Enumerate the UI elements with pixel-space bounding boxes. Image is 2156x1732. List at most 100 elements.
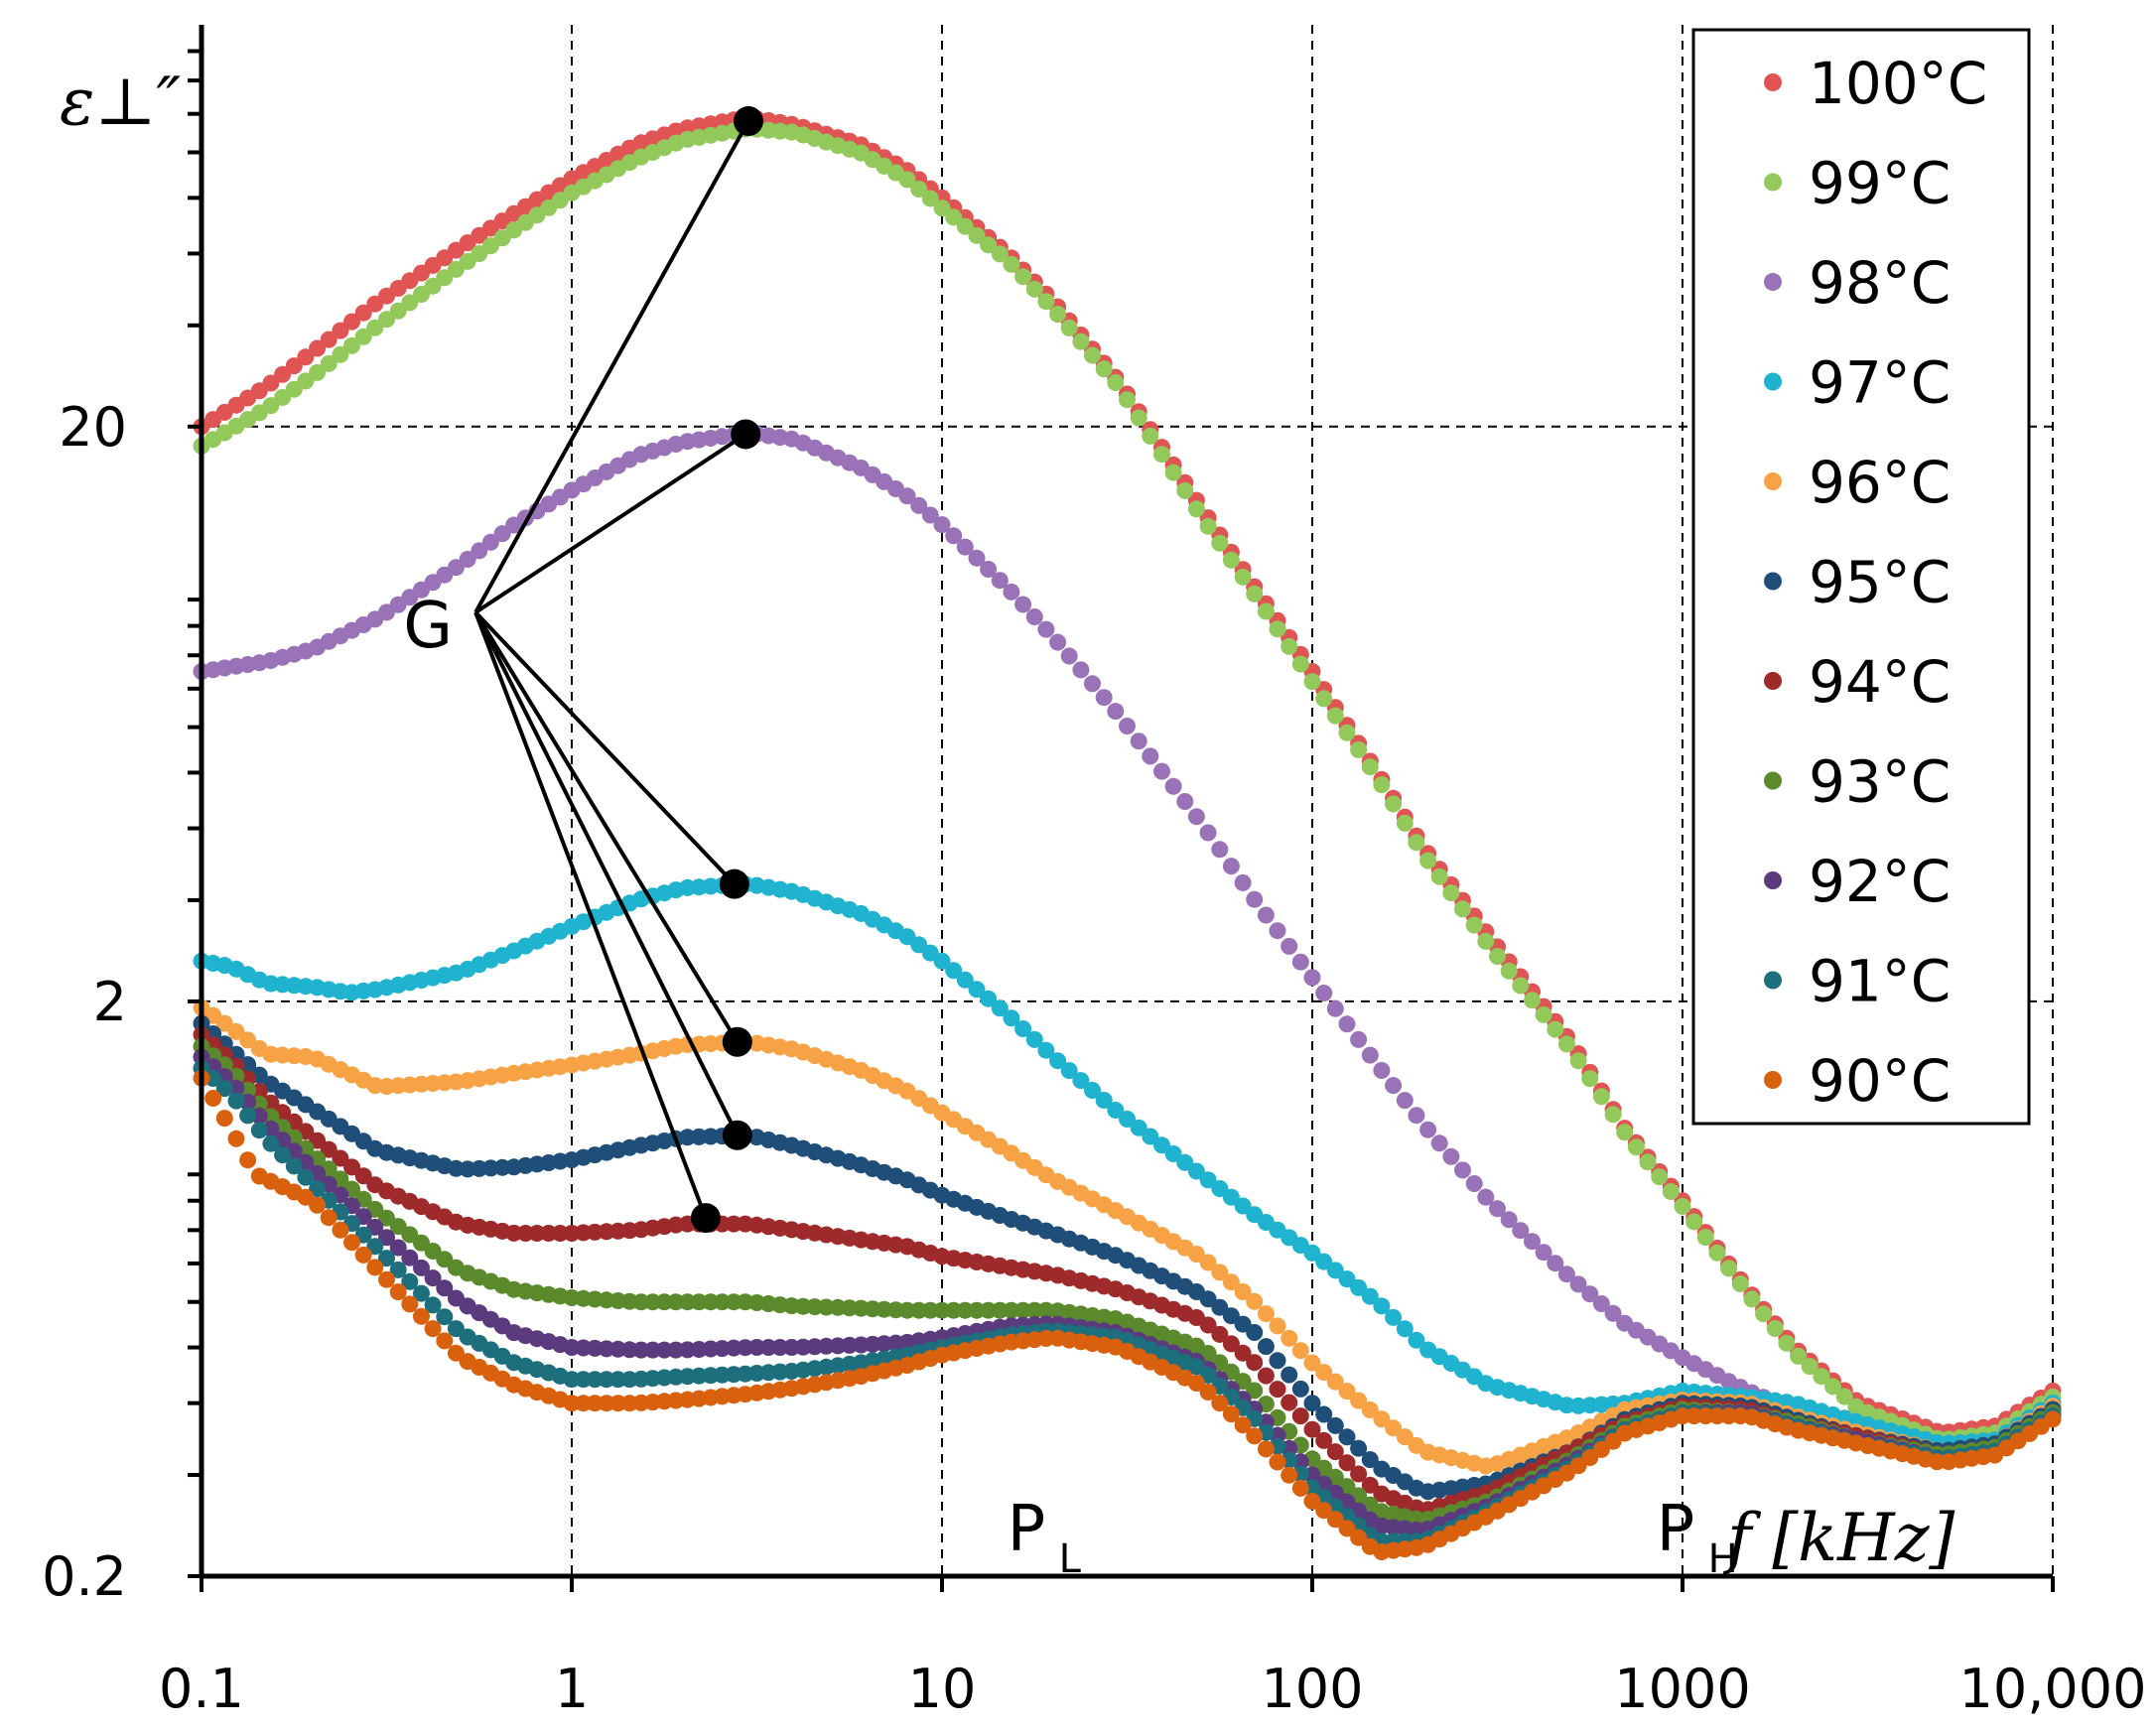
data-point bbox=[1269, 1317, 1286, 1335]
data-point bbox=[413, 1284, 430, 1302]
data-point bbox=[1315, 1502, 1333, 1520]
data-point bbox=[239, 1031, 257, 1049]
pl-label: P bbox=[1008, 1493, 1046, 1566]
data-point bbox=[1315, 1364, 1333, 1382]
data-point bbox=[1465, 1175, 1483, 1192]
data-point bbox=[436, 1332, 454, 1350]
data-point bbox=[1072, 333, 1090, 350]
data-point bbox=[320, 1140, 337, 1158]
data-point bbox=[1616, 1124, 1634, 1141]
data-point bbox=[1303, 1354, 1321, 1372]
data-point bbox=[1373, 1062, 1391, 1079]
data-point bbox=[1072, 1072, 1090, 1090]
data-point bbox=[274, 1146, 292, 1164]
data-point bbox=[1222, 1188, 1240, 1206]
data-point bbox=[945, 527, 963, 545]
series-layer bbox=[193, 109, 2062, 1560]
data-point bbox=[1222, 1307, 1240, 1325]
data-point bbox=[1385, 1077, 1403, 1095]
data-point bbox=[1119, 1111, 1136, 1128]
data-point bbox=[632, 1341, 650, 1359]
data-point bbox=[1153, 446, 1170, 464]
data-point bbox=[378, 311, 395, 329]
data-point bbox=[1801, 1358, 1819, 1376]
data-point bbox=[215, 1080, 233, 1098]
data-point bbox=[1489, 948, 1506, 965]
data-point bbox=[239, 1151, 257, 1169]
data-point bbox=[447, 1320, 465, 1338]
legend-label: 100°C bbox=[1809, 50, 1987, 117]
data-point bbox=[933, 952, 951, 970]
data-point bbox=[1003, 1301, 1020, 1319]
legend-marker bbox=[1764, 472, 1782, 490]
data-point bbox=[910, 496, 928, 514]
data-point bbox=[1234, 1283, 1252, 1300]
data-point bbox=[1014, 1020, 1032, 1037]
data-point bbox=[956, 538, 974, 556]
data-point bbox=[1014, 268, 1032, 286]
data-point bbox=[551, 1225, 569, 1242]
data-point bbox=[1257, 602, 1275, 620]
data-point bbox=[378, 1229, 395, 1247]
data-point bbox=[1385, 795, 1403, 813]
data-point bbox=[1303, 673, 1321, 691]
data-point bbox=[1003, 1009, 1020, 1027]
data-point bbox=[378, 1270, 395, 1288]
legend-marker bbox=[1764, 273, 1782, 291]
data-point bbox=[1547, 1020, 1564, 1038]
g-peak-marker bbox=[719, 868, 749, 899]
data-point bbox=[1396, 1320, 1414, 1338]
data-point bbox=[1211, 534, 1229, 552]
data-point bbox=[980, 990, 998, 1007]
g-peak-marker bbox=[690, 1203, 721, 1234]
data-point bbox=[1291, 1479, 1309, 1497]
data-point bbox=[389, 1283, 407, 1301]
data-point bbox=[1049, 306, 1067, 324]
data-point bbox=[343, 1158, 360, 1176]
data-point bbox=[586, 1371, 604, 1389]
data-point bbox=[1246, 1292, 1264, 1310]
data-point bbox=[1662, 1183, 1680, 1200]
data-point bbox=[1350, 1278, 1368, 1296]
legend-marker bbox=[1764, 672, 1782, 690]
data-point bbox=[1361, 1287, 1379, 1305]
data-point bbox=[1408, 834, 1425, 852]
data-point bbox=[309, 363, 327, 381]
data-point bbox=[980, 561, 998, 578]
data-point bbox=[320, 354, 337, 372]
data-point bbox=[1049, 633, 1067, 651]
data-point bbox=[1211, 1264, 1229, 1281]
data-point bbox=[1338, 724, 1356, 741]
data-point bbox=[968, 981, 986, 999]
data-point bbox=[1280, 637, 1298, 655]
g-peak-marker bbox=[722, 1120, 752, 1150]
y-axis-title: ε⊥″ bbox=[60, 64, 181, 140]
data-point bbox=[1142, 747, 1159, 765]
data-point bbox=[1303, 969, 1321, 987]
data-point bbox=[1315, 985, 1333, 1001]
g-peak-marker bbox=[731, 419, 761, 450]
x-axis-title: f [kHz] bbox=[1722, 1500, 1954, 1576]
data-point bbox=[1361, 1046, 1379, 1064]
data-point bbox=[1269, 1352, 1286, 1370]
data-point bbox=[644, 1341, 662, 1359]
data-point bbox=[436, 1279, 454, 1297]
x-tick-label: 10,000 bbox=[1959, 1658, 2147, 1720]
data-point bbox=[1084, 346, 1101, 364]
data-point bbox=[1130, 1119, 1147, 1136]
data-point bbox=[1003, 255, 1020, 273]
data-point bbox=[424, 1296, 442, 1314]
legend-label: 94°C bbox=[1809, 648, 1951, 716]
pl-label-subscript: L bbox=[1059, 1536, 1082, 1582]
data-point bbox=[1315, 1405, 1333, 1423]
data-point bbox=[1119, 718, 1136, 734]
data-point bbox=[1187, 1375, 1205, 1392]
data-point bbox=[1060, 1062, 1078, 1080]
data-point bbox=[1222, 551, 1240, 569]
data-point bbox=[748, 1339, 765, 1356]
data-point bbox=[1153, 1136, 1170, 1154]
data-point bbox=[1107, 374, 1125, 391]
data-point bbox=[1280, 1466, 1298, 1484]
data-point bbox=[910, 181, 928, 198]
data-point bbox=[1095, 360, 1113, 378]
